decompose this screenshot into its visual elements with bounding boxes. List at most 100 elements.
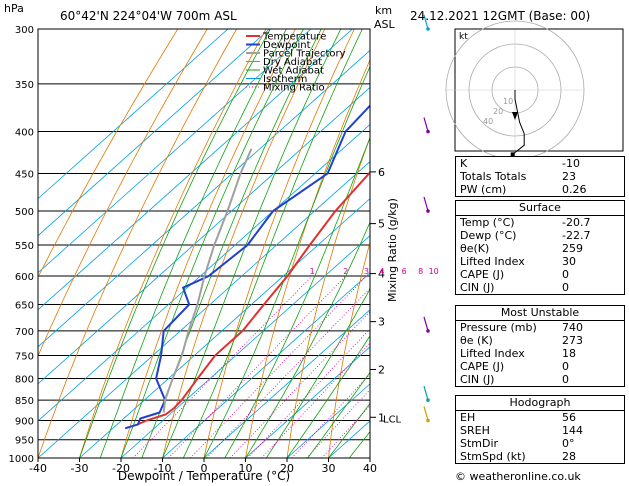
surface-row: CAPE (J) 0	[456, 268, 624, 281]
wet-adiabat-line	[328, 402, 370, 458]
isotherm-line	[120, 235, 370, 458]
pressure-tick-label: 450	[15, 169, 34, 180]
wet-adiabat-line	[99, 29, 287, 458]
wind-barb-dot	[426, 27, 430, 31]
location-title: 60°42'N 224°04'W 700m ASL	[60, 9, 237, 23]
unstable-key: Pressure (mb)	[460, 321, 537, 334]
wind-barb	[423, 406, 429, 421]
isotherm-line	[203, 309, 370, 458]
wind-barb-dot	[426, 129, 430, 134]
pressure-tick-label: 750	[15, 351, 34, 362]
dry-adiabat-line	[38, 29, 208, 357]
isotherm-line	[38, 29, 312, 274]
axes: 3003504004505005506006507007508008509009…	[9, 25, 496, 475]
index-row: PW (cm) 0.26	[456, 183, 624, 196]
dry-adiabat-line	[162, 29, 326, 458]
wind-barb	[423, 196, 429, 212]
hodo-stat-key: SREH	[460, 424, 490, 437]
isotherm-line	[245, 346, 370, 458]
height-tick-label: 1	[378, 411, 385, 424]
wind-barb	[423, 14, 429, 30]
most-unstable-panel: Most Unstable Pressure (mb) 740 θe (K) 273 L…	[455, 305, 625, 387]
mixing-ratio-line	[306, 389, 370, 458]
surface-value: 0	[562, 268, 569, 281]
hodo-stat-row: EH 56	[456, 410, 624, 424]
isotherm-line	[286, 383, 370, 458]
x-tick-label: -20	[112, 462, 130, 475]
surface-value: 0	[562, 281, 569, 294]
surface-value: 259	[562, 242, 583, 255]
dry-adiabat-line	[38, 29, 179, 279]
surface-row: CIN (J) 0	[456, 281, 624, 294]
wind-barb-dot	[426, 209, 430, 213]
pressure-tick-label: 950	[15, 436, 34, 447]
height-tick-label: 3	[378, 316, 385, 329]
hodo-stat-key: EH	[460, 411, 476, 424]
x-tick-label: -30	[71, 462, 89, 475]
x-axis-label: Dewpoint / Temperature (°C)	[118, 469, 290, 483]
mixing-ratio-label: 8	[418, 267, 423, 276]
lcl-label: LCL	[383, 414, 402, 425]
dry-adiabat-line	[120, 29, 296, 458]
pressure-tick-label: 300	[15, 25, 34, 36]
wind-barb	[423, 117, 429, 132]
isotherm-line	[38, 29, 229, 200]
surface-title: Surface	[519, 201, 561, 214]
isotherm-line	[162, 272, 370, 458]
mixing-ratio-label: 2	[343, 267, 348, 276]
surface-row: Temp (°C) -20.7	[456, 215, 624, 229]
pressure-tick-label: 900	[15, 416, 34, 427]
isotherm-line	[38, 29, 353, 311]
hodograph-line	[512, 90, 525, 155]
wind-barb-dot	[426, 418, 430, 423]
mixing-ratio-line	[291, 373, 370, 458]
unstable-row: CAPE (J) 0	[456, 360, 624, 373]
pressure-tick-label: 550	[15, 241, 34, 252]
dry-adiabat-line	[38, 29, 237, 458]
x-tick-label: -10	[154, 462, 172, 475]
pressure-tick-label: 500	[15, 207, 34, 218]
surface-value: -22.7	[562, 229, 591, 242]
unstable-value: 0	[562, 360, 569, 373]
hpa-label: hPa	[4, 2, 24, 15]
wind-barb-dot	[426, 398, 430, 402]
unstable-row: Lifted Index 18	[456, 347, 624, 360]
wind-barbs	[423, 14, 430, 423]
wet-adiabat-line	[224, 136, 370, 458]
legend-entry: Mixing Ratio	[263, 83, 325, 94]
hodo-stat-row: SREH 144	[456, 424, 624, 437]
mixing-ratio-label: 10	[429, 267, 439, 276]
hodo-stat-value: 0°	[562, 437, 575, 450]
hodo-stat-row: StmDir 0°	[456, 437, 624, 450]
height-tick-label: 4	[378, 268, 385, 281]
index-value: 0.26	[562, 183, 587, 196]
series-parcel-trajectory	[162, 148, 253, 413]
pressure-tick-label: 600	[15, 272, 34, 283]
mixing-ratio-line	[321, 405, 370, 458]
unstable-value: 0	[562, 373, 569, 386]
unstable-value: 273	[562, 334, 583, 347]
mixing-ratio-label: 1	[310, 267, 315, 276]
isotherm-line	[38, 123, 370, 422]
mixing-ratio-line	[132, 275, 313, 458]
unstable-row: CIN (J) 0	[456, 373, 624, 386]
pressure-tick-label: 650	[15, 301, 34, 312]
hodograph-trace	[510, 90, 525, 157]
legend-entry: Wet Adiabat	[263, 66, 324, 77]
dry-adiabat-line	[203, 29, 355, 458]
unstable-key: Lifted Index	[460, 347, 525, 360]
mixing-ratio-line	[229, 310, 370, 458]
hodo-stat-key: StmSpd (kt)	[460, 450, 526, 463]
sounding-series	[124, 104, 370, 430]
isotherm-line	[38, 29, 270, 237]
hodo-stat-value: 28	[562, 450, 576, 463]
height-tick-label: 5	[378, 218, 385, 231]
series-temperature	[137, 171, 370, 426]
mixing-ratio-axis-label: Mixing Ratio (g/kg)	[386, 198, 399, 302]
legend-entry: Temperature	[262, 32, 326, 43]
mixing-ratio-label: 3	[364, 267, 369, 276]
most-unstable-title: Most Unstable	[500, 306, 580, 319]
wet-adiabat-line	[203, 65, 370, 458]
